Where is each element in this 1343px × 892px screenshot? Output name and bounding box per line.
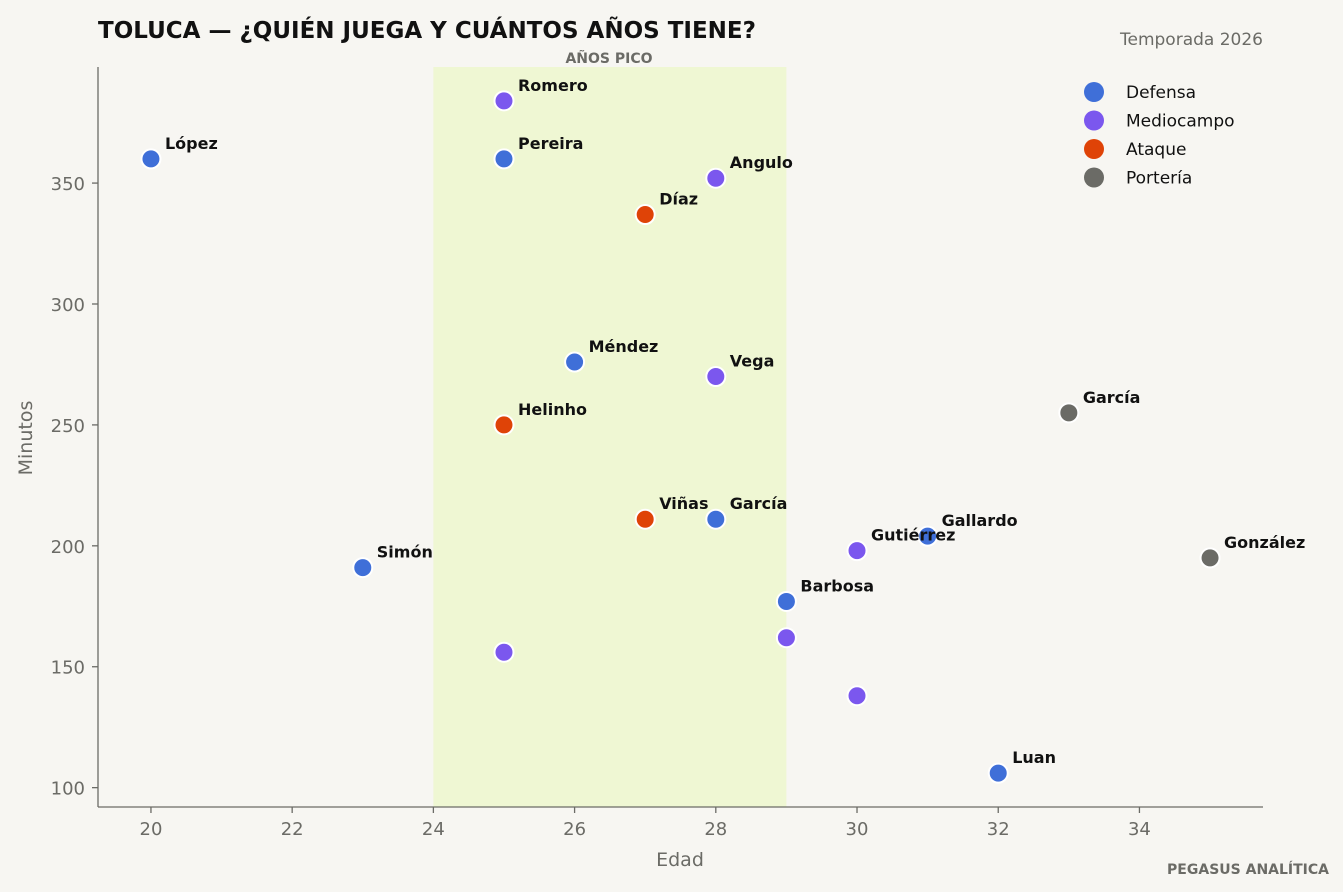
data-point	[634, 508, 656, 530]
point-label: Barbosa	[800, 576, 874, 595]
x-tick-label: 32	[987, 819, 1010, 840]
x-tick-label: 22	[281, 819, 304, 840]
x-tick-label: 20	[140, 819, 163, 840]
data-point	[493, 641, 515, 663]
point-label: Viñas	[659, 494, 708, 513]
y-tick-label: 300	[51, 295, 85, 316]
data-point	[917, 525, 939, 547]
y-tick-label: 150	[51, 658, 85, 679]
data-point	[775, 590, 797, 612]
point-label: Romero	[518, 76, 588, 95]
data-point	[846, 540, 868, 562]
point-label: García	[730, 494, 788, 513]
band-label: AÑOS PICO	[565, 50, 652, 67]
point-label: González	[1224, 533, 1305, 552]
legend: Defensa Mediocampo Ataque Portería	[1084, 82, 1235, 189]
point-label: Angulo	[730, 153, 793, 172]
data-point	[846, 685, 868, 707]
point-label: Pereira	[518, 134, 584, 153]
y-tick-label: 350	[51, 174, 85, 195]
legend-label: Ataque	[1126, 140, 1186, 160]
x-tick-label: 34	[1128, 819, 1151, 840]
legend-marker	[1084, 110, 1104, 131]
legend-label: Mediocampo	[1126, 112, 1235, 132]
legend-marker	[1084, 139, 1104, 159]
data-point	[775, 627, 797, 649]
data-point	[705, 167, 727, 189]
data-point	[493, 90, 515, 112]
data-point	[493, 148, 515, 170]
legend-marker	[1084, 167, 1104, 188]
data-point	[705, 508, 727, 530]
y-axis-label: Minutos	[15, 401, 37, 476]
chart-title: TOLUCA — ¿QUIÉN JUEGA Y CUÁNTOS AÑOS TIE…	[98, 16, 756, 44]
y-tick-label: 100	[51, 779, 85, 800]
legend-marker	[1084, 82, 1104, 102]
data-point	[564, 351, 586, 373]
x-tick-label: 30	[846, 819, 869, 840]
legend-label: Portería	[1126, 169, 1192, 189]
point-label: López	[165, 134, 218, 153]
credit-text: PEGASUS ANALÍTICA	[1167, 861, 1329, 878]
x-tick-label: 26	[563, 819, 586, 840]
y-tick-label: 200	[51, 537, 85, 558]
data-point	[1199, 547, 1221, 569]
data-point	[140, 148, 162, 170]
data-point	[352, 557, 374, 579]
point-label: Díaz	[659, 190, 698, 209]
data-point	[705, 366, 727, 388]
point-label: Méndez	[589, 337, 659, 356]
point-label: Luan	[1012, 748, 1056, 767]
data-point	[493, 414, 515, 436]
data-point	[1058, 402, 1080, 424]
y-tick-label: 250	[51, 416, 85, 437]
chart-subtitle: Temporada 2026	[1119, 30, 1263, 50]
data-point	[987, 762, 1009, 784]
point-label: Simón	[377, 543, 433, 562]
data-point	[634, 204, 656, 226]
point-label: García	[1083, 388, 1141, 407]
legend-label: Defensa	[1126, 83, 1196, 103]
point-label: Vega	[730, 352, 775, 371]
x-axis-label: Edad	[656, 849, 704, 871]
peak-age-band	[433, 67, 787, 807]
x-tick-label: 28	[704, 819, 727, 840]
point-label: Gallardo	[942, 511, 1018, 530]
point-label: Gutiérrez	[871, 526, 955, 545]
point-label: Helinho	[518, 400, 587, 419]
x-tick-label: 24	[422, 819, 445, 840]
